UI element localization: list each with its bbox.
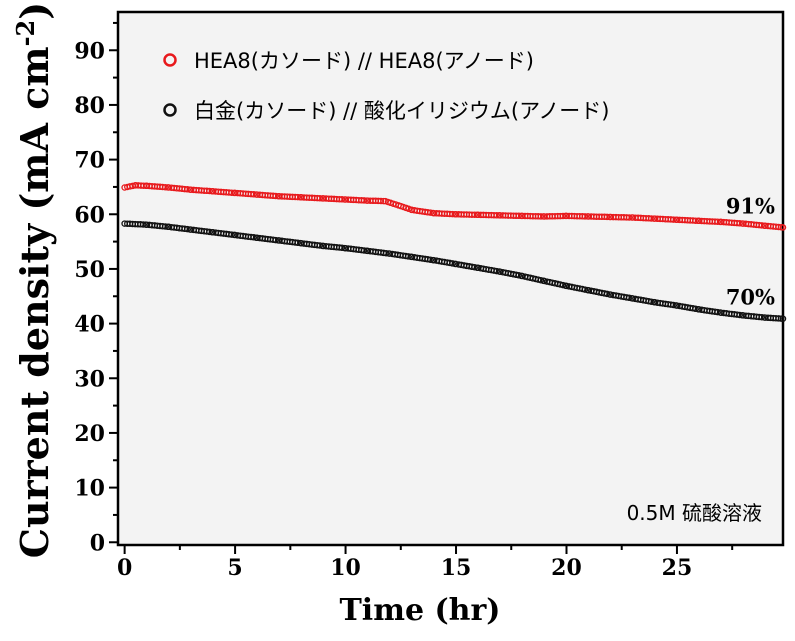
data-point xyxy=(692,305,699,313)
data-point xyxy=(228,189,235,196)
data-point xyxy=(670,216,677,223)
y-axis-title-sup: -2 xyxy=(11,20,40,47)
y-axis-title: Current density (mA cm-2) xyxy=(11,2,57,558)
y-tick-label: 70 xyxy=(74,148,105,174)
y-axis-title-close: ) xyxy=(12,2,57,20)
data-point xyxy=(405,253,412,260)
data-point xyxy=(559,281,567,289)
data-point xyxy=(449,260,456,267)
data-point xyxy=(250,191,257,198)
legend-marker xyxy=(163,53,177,67)
data-point xyxy=(449,210,456,218)
data-point xyxy=(427,256,434,263)
data-point xyxy=(537,213,545,220)
y-tick-label: 80 xyxy=(74,93,105,119)
legend: HEA8(カソード) // HEA8(アノード) 白金(カソード) // 酸化イリ… xyxy=(163,49,609,123)
y-tick-label: 50 xyxy=(74,257,105,283)
x-tick-label: 20 xyxy=(551,555,582,581)
data-point xyxy=(360,197,368,204)
legend-label: HEA8(カソード) // HEA8(アノード) xyxy=(194,49,534,73)
series-0: 91% xyxy=(121,182,787,231)
data-point xyxy=(559,212,567,220)
data-point xyxy=(714,308,721,316)
data-point xyxy=(581,286,589,293)
data-point xyxy=(471,211,478,218)
x-tick-label: 5 xyxy=(227,555,242,581)
data-point xyxy=(316,194,324,202)
data-point xyxy=(162,223,169,230)
data-point xyxy=(775,223,782,231)
data-point xyxy=(515,212,523,220)
data-point xyxy=(758,222,766,229)
data-point xyxy=(779,315,787,322)
data-point xyxy=(294,239,302,247)
y-tick-label: 30 xyxy=(74,366,105,392)
data-point xyxy=(736,311,743,319)
data-point xyxy=(184,186,191,193)
series-1: 70% xyxy=(121,220,787,322)
data-point xyxy=(382,249,390,257)
data-point xyxy=(648,298,655,305)
data-point xyxy=(648,215,655,222)
data-point xyxy=(360,247,368,254)
data-point xyxy=(537,276,545,284)
data-point xyxy=(714,218,721,225)
data-point xyxy=(779,224,787,231)
y-tick-label: 40 xyxy=(74,312,105,338)
x-tick-label: 25 xyxy=(662,555,693,581)
data-point xyxy=(670,301,677,309)
data-point xyxy=(294,193,302,201)
data-point xyxy=(471,263,478,271)
retention-label: 91% xyxy=(726,193,775,218)
data-point xyxy=(493,267,500,275)
y-tick-label: 60 xyxy=(74,202,105,228)
data-point xyxy=(515,272,523,279)
data-point xyxy=(427,209,434,216)
data-point xyxy=(272,236,279,244)
plot-area xyxy=(116,10,785,547)
data-point xyxy=(272,192,279,200)
data-point xyxy=(775,315,782,322)
y-tick-label: 90 xyxy=(74,38,105,64)
data-point xyxy=(184,225,191,233)
data-point xyxy=(692,217,699,224)
legend-label: 白金(カソード) // 酸化イリジウム(アノード) xyxy=(194,99,609,123)
data-point xyxy=(377,197,385,205)
electrolyte-annotation: 0.5M 硫酸溶液 xyxy=(627,501,762,525)
y-axis-title-main: Current density (mA cm xyxy=(12,46,57,558)
data-point xyxy=(338,196,346,203)
data-point xyxy=(139,221,147,228)
data-point xyxy=(316,242,324,249)
data-point xyxy=(206,187,213,195)
x-axis-title: Time (hr) xyxy=(339,593,500,628)
y-tick-label: 10 xyxy=(74,476,105,502)
retention-label: 70% xyxy=(726,285,775,310)
data-point xyxy=(493,212,500,219)
data-point xyxy=(206,228,213,236)
x-tick-label: 10 xyxy=(330,555,361,581)
y-tick-label: 0 xyxy=(90,530,105,556)
series-layer: 91% 70% xyxy=(121,182,787,322)
y-tick-label: 20 xyxy=(74,421,105,447)
data-point xyxy=(736,220,743,227)
data-point xyxy=(758,313,766,321)
x-tick-label: 15 xyxy=(441,555,472,581)
data-point xyxy=(625,294,633,302)
data-point xyxy=(625,214,633,221)
data-point xyxy=(162,183,169,191)
x-tick-label: 0 xyxy=(117,555,132,581)
data-point xyxy=(603,213,611,221)
ticks-layer: 0 5 10 15 20 25 0 10 20 30 40 50 60 70 80 90 xyxy=(74,21,734,581)
data-point xyxy=(338,244,346,252)
legend-marker xyxy=(163,103,177,117)
data-point xyxy=(250,234,257,241)
data-point xyxy=(581,213,589,220)
data-point xyxy=(603,290,611,298)
data-point xyxy=(228,231,235,238)
